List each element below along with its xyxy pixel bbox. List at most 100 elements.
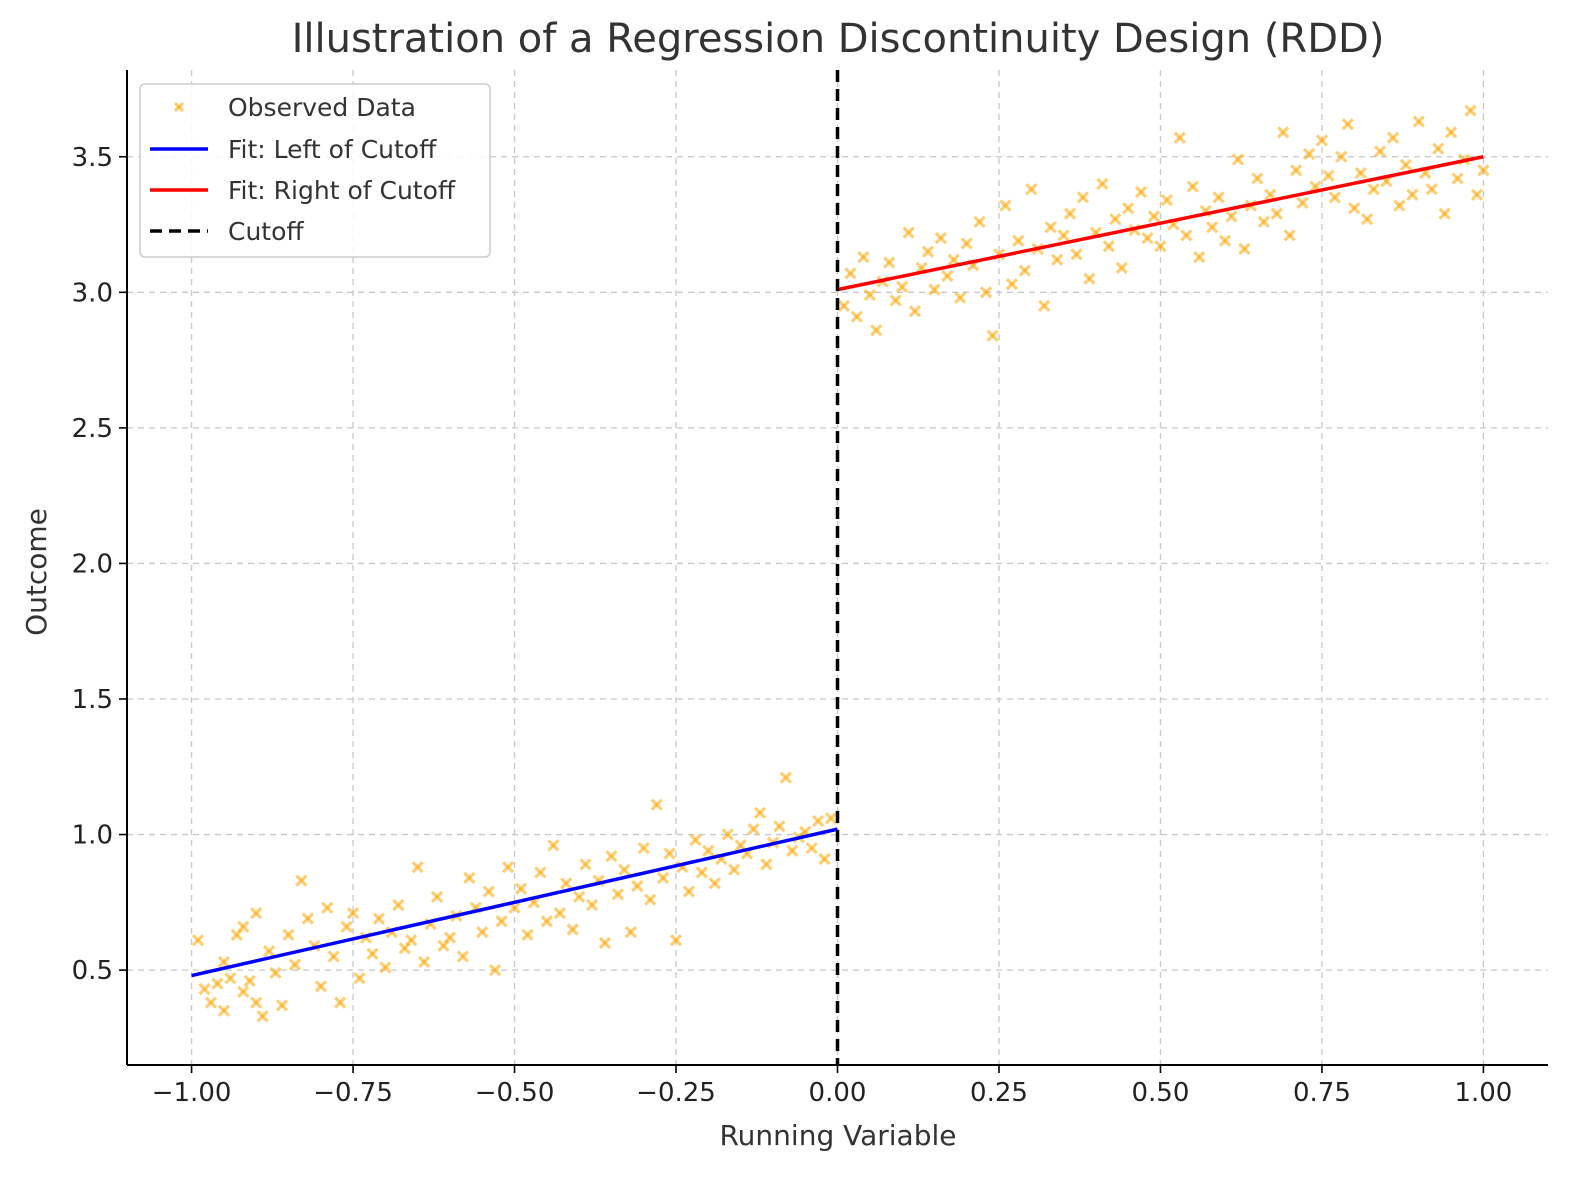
legend: Observed Data Fit: Left of Cutoff Fit: Rig… [139, 83, 491, 258]
data-point [275, 999, 289, 1012]
x-tick-label: 0.00 [809, 1078, 867, 1108]
data-point [1373, 145, 1387, 158]
y-tick-label: 2.5 [72, 414, 113, 444]
data-point [650, 798, 663, 811]
data-point [954, 291, 967, 304]
x-tick-label: 0.50 [1132, 1078, 1190, 1108]
data-point [501, 860, 515, 874]
data-point [295, 874, 308, 887]
data-point [1012, 234, 1025, 247]
data-point [204, 996, 218, 1009]
data-point [1180, 229, 1193, 242]
legend-label: Cutoff [228, 217, 304, 246]
data-point [760, 858, 773, 871]
data-point [1205, 221, 1219, 234]
data-point [656, 871, 670, 885]
data-point [973, 215, 986, 228]
data-point [198, 982, 211, 996]
data-point [1432, 142, 1445, 155]
x-tick-label: −1.00 [152, 1078, 232, 1108]
data-point [850, 310, 864, 323]
data-point [353, 972, 366, 985]
data-point [346, 907, 360, 920]
y-tick-label: 3.0 [72, 278, 113, 308]
data-point [405, 934, 418, 947]
data-point [728, 863, 741, 876]
data-point [540, 915, 553, 928]
y-ticks: 0.5 1.0 1.5 2.0 2.5 3.0 3.5 [72, 143, 127, 986]
data-point [605, 850, 618, 863]
data-point [618, 863, 631, 876]
data-point [250, 907, 263, 920]
data-point [1173, 131, 1186, 144]
data-point [1406, 188, 1419, 201]
data-point [1361, 212, 1374, 226]
data-point [1464, 104, 1477, 117]
data-point [534, 866, 547, 879]
data-point [773, 820, 786, 833]
data-point [1076, 191, 1090, 204]
data-point [960, 237, 973, 250]
data-point [191, 934, 205, 947]
data-point [288, 958, 302, 971]
data-point [1025, 183, 1038, 196]
data-point [269, 966, 282, 979]
data-point [443, 931, 457, 944]
data-point [327, 950, 340, 963]
data-point [553, 907, 566, 920]
data-point [1070, 248, 1083, 261]
data-point [689, 833, 702, 847]
y-tick-label: 1.0 [72, 821, 113, 851]
data-point [947, 253, 960, 266]
data-point [857, 250, 870, 264]
data-point [321, 901, 334, 914]
fit-lines [191, 70, 1484, 1065]
data-point [786, 844, 799, 857]
data-point [1438, 207, 1451, 220]
data-point [889, 294, 902, 307]
data-point [1451, 172, 1464, 185]
data-point [986, 329, 999, 342]
data-point [779, 771, 792, 784]
x-tick-label: 1.00 [1454, 1078, 1512, 1108]
data-point [521, 928, 534, 941]
data-point [1096, 177, 1109, 191]
data-point [1386, 131, 1400, 144]
data-point [1289, 164, 1303, 177]
data-point [489, 963, 502, 977]
data-point [392, 898, 405, 912]
x-axis-label: Running Variable [719, 1119, 956, 1152]
data-point [824, 812, 838, 825]
data-point [1115, 261, 1128, 275]
data-point [411, 860, 424, 874]
data-point [1225, 210, 1238, 223]
data-point [805, 841, 818, 855]
data-point [1399, 158, 1413, 172]
data-point [934, 231, 947, 245]
x-tick-label: 0.75 [1293, 1078, 1351, 1108]
data-point [1322, 169, 1335, 182]
data-point [708, 877, 721, 890]
data-point [921, 245, 935, 258]
data-point [863, 288, 876, 302]
data-point [573, 890, 586, 904]
data-point [1367, 183, 1380, 196]
data-point [1005, 278, 1019, 291]
data-point [1315, 134, 1329, 147]
data-point [547, 839, 560, 852]
data-point [1063, 207, 1077, 220]
data-point [1341, 118, 1354, 131]
data-point [702, 844, 715, 857]
data-point [1283, 229, 1296, 242]
data-point [870, 324, 883, 337]
legend-item: Fit: Left of Cutoff [150, 135, 437, 164]
data-point [818, 852, 831, 866]
data-point [256, 1010, 269, 1023]
data-point [585, 898, 599, 912]
data-point [721, 828, 734, 841]
data-point [1302, 147, 1316, 161]
data-point [1193, 250, 1206, 264]
data-point [1238, 242, 1251, 256]
data-point [999, 199, 1012, 212]
data-point [514, 882, 528, 895]
